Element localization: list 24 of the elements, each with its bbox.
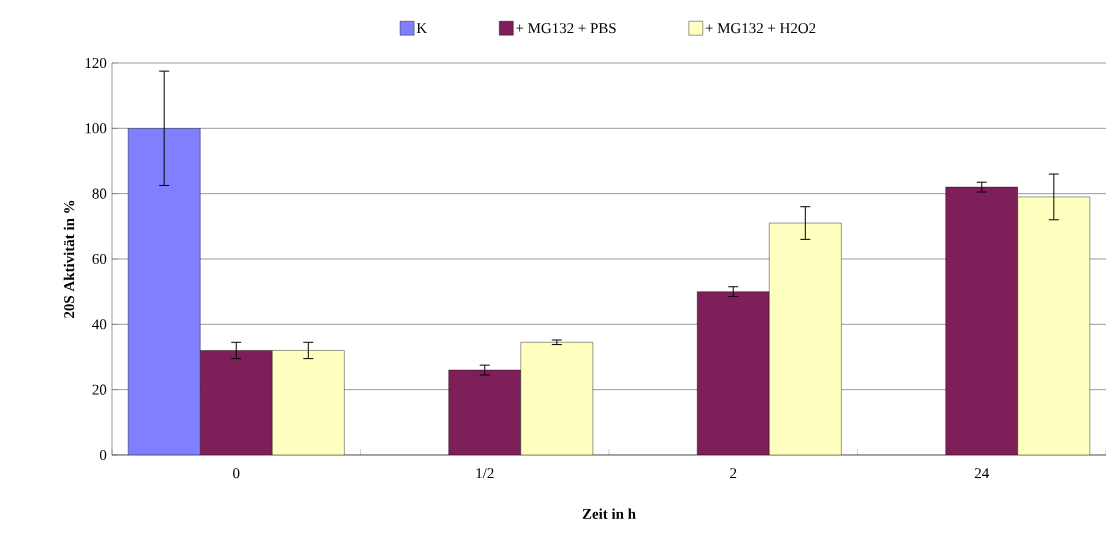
bar — [272, 350, 345, 455]
bar — [520, 342, 594, 455]
bar — [448, 369, 521, 455]
x-tick-label: 1/2 — [476, 468, 494, 479]
x-axis-title: Zeit in h — [582, 508, 636, 519]
y-tick-label: 0 — [99, 449, 107, 461]
y-tick-label: 120 — [85, 57, 107, 69]
bar — [769, 222, 842, 455]
y-tick-label: 60 — [92, 253, 107, 265]
x-tick-label: 24 — [974, 468, 989, 479]
legend-label: + MG132 + H2O2 — [705, 23, 816, 34]
legend-label: + MG132 + PBS — [516, 23, 616, 34]
y-tick-label: 20 — [92, 384, 107, 395]
x-tick-label: 2 — [730, 468, 737, 479]
y-tick-label: 40 — [92, 319, 107, 330]
bar — [697, 291, 770, 455]
y-axis-title: 20S Aktivität in % — [63, 200, 75, 318]
x-tick-label: 0 — [233, 468, 240, 479]
bar — [1017, 196, 1091, 455]
y-tick-label: 80 — [92, 188, 107, 199]
y-tick-label: 100 — [85, 123, 107, 134]
bar — [200, 350, 273, 455]
bar — [945, 186, 1018, 455]
legend-label: K — [416, 23, 427, 33]
